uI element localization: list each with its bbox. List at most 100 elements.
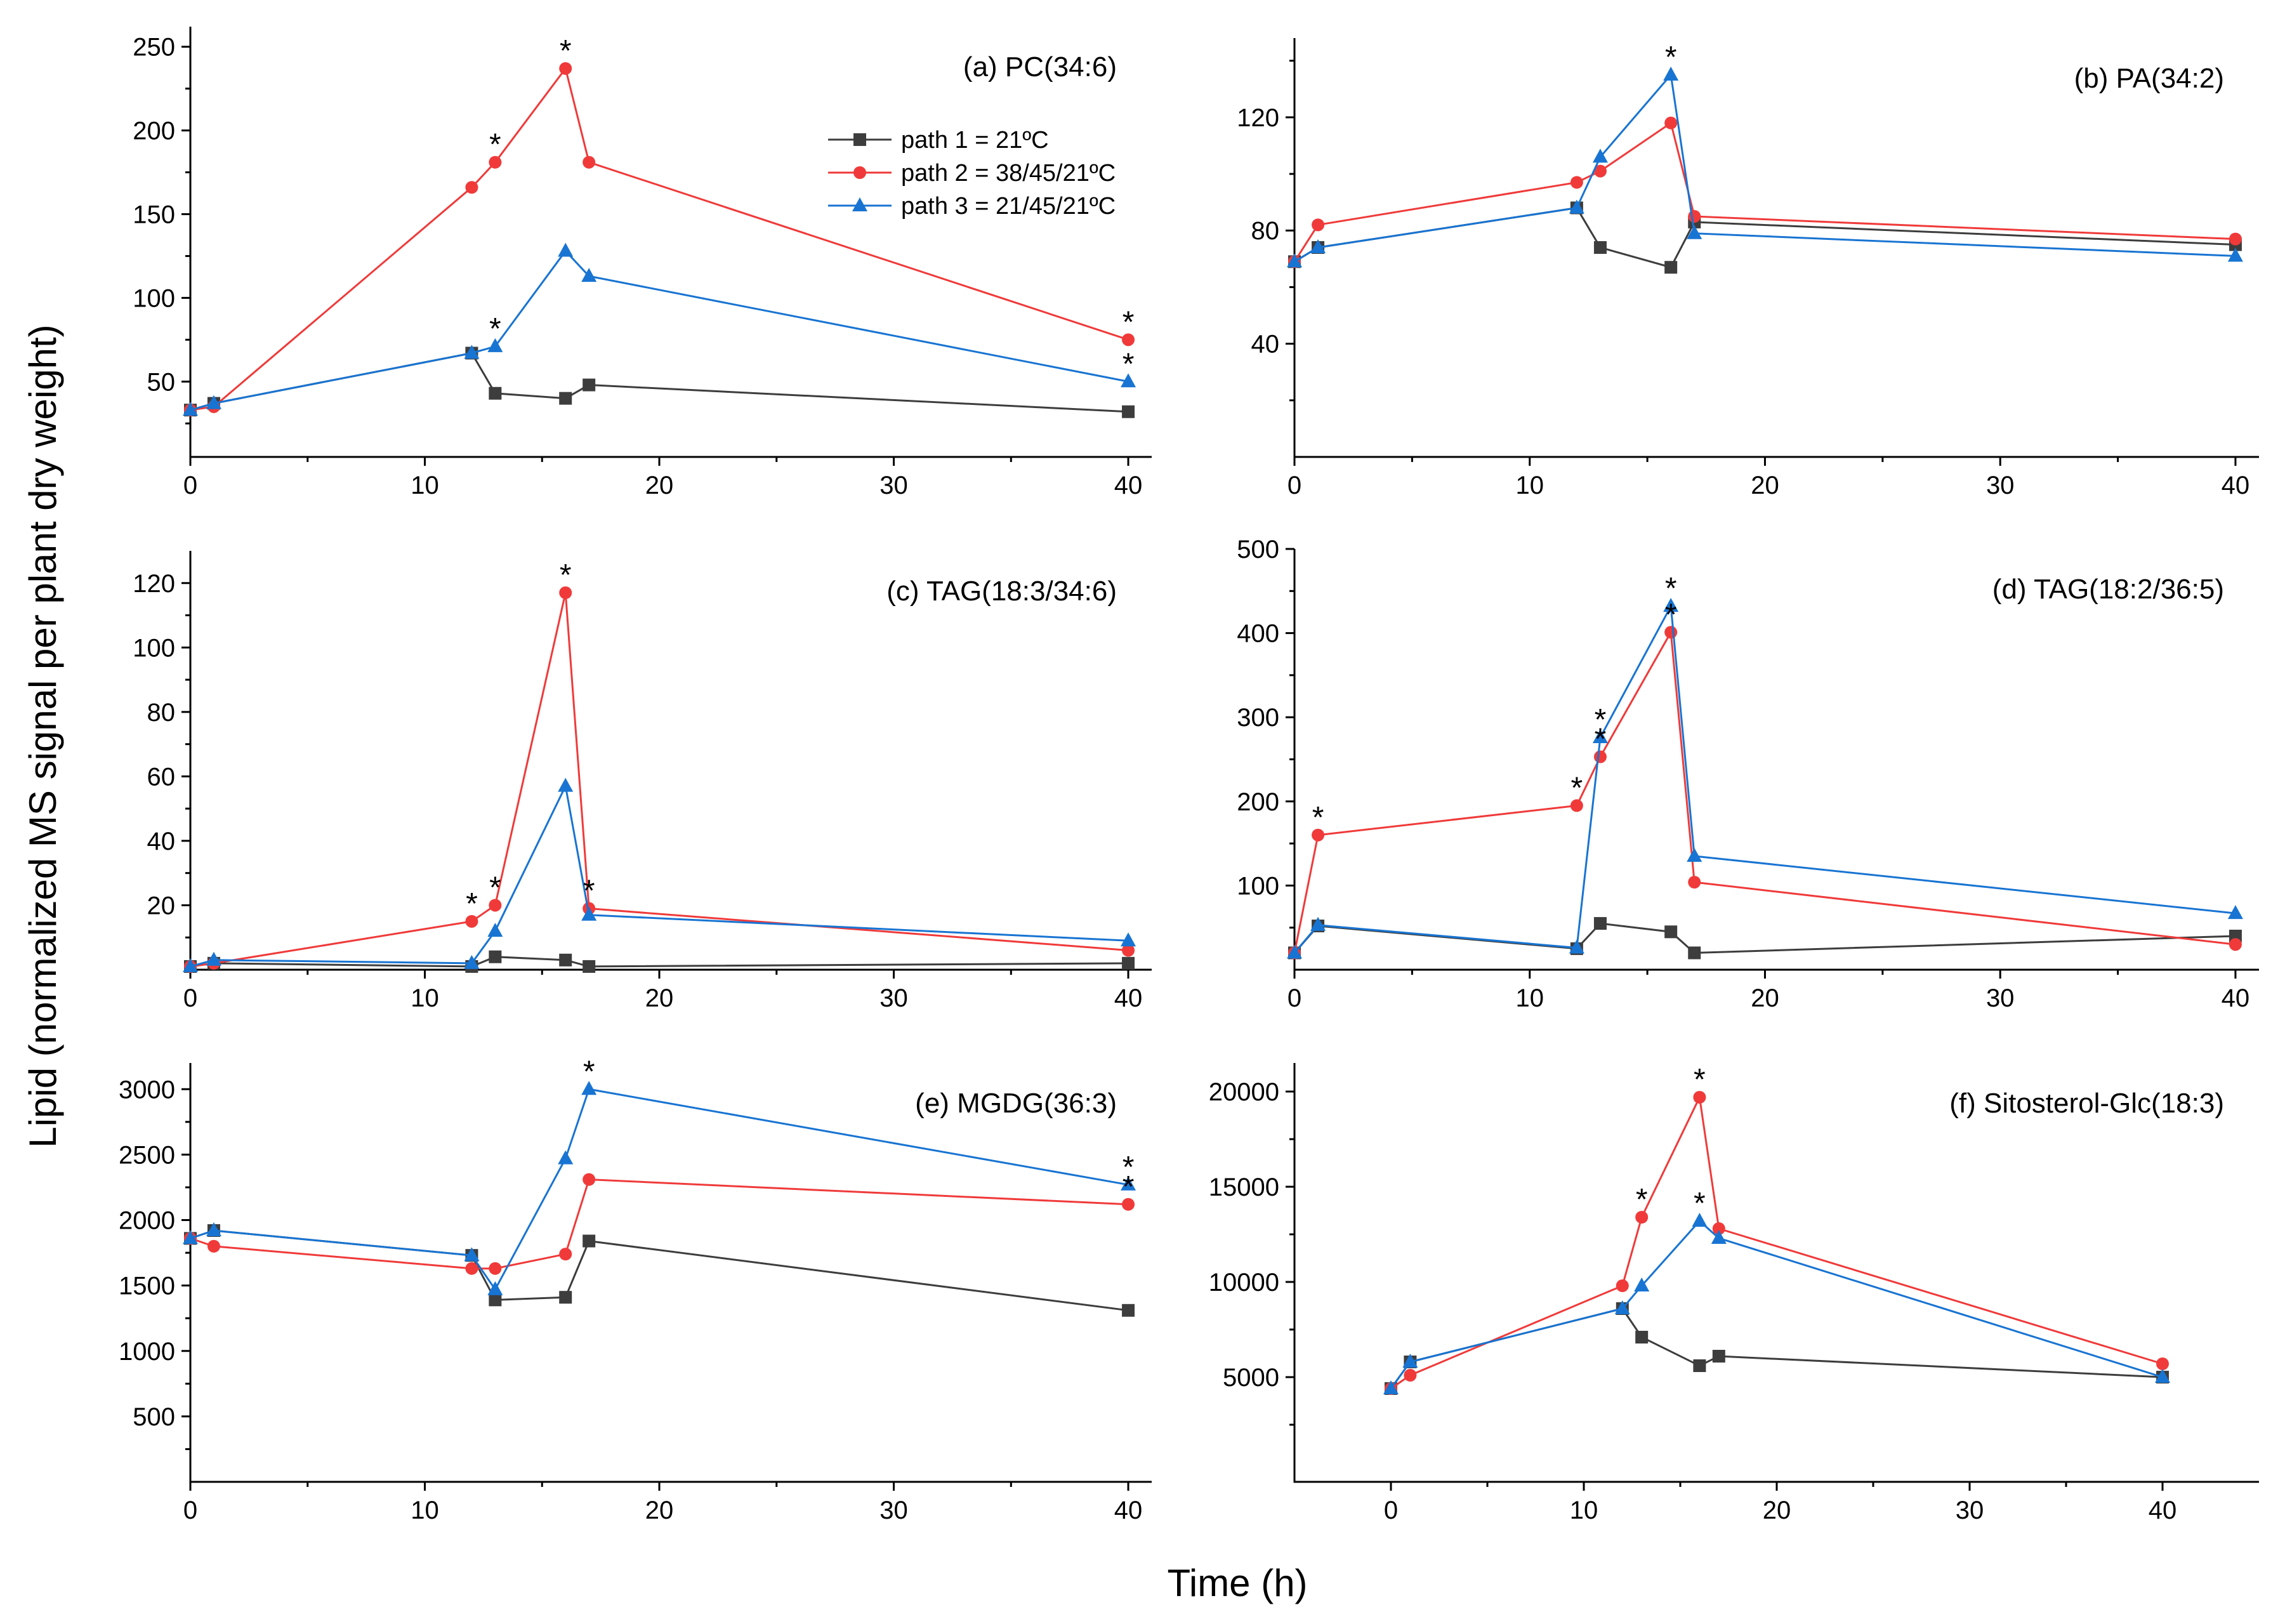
- panel-b: 0 10 20 30 40 40 80 120 (b) PA(34:2) *: [1237, 38, 2259, 499]
- legend-entry-path-1: path 1 = 21ºC: [828, 127, 1049, 154]
- x-tick-label: 40: [2149, 1496, 2177, 1524]
- axes-b: [1293, 38, 2259, 458]
- data-point-path-2: [1570, 799, 1583, 812]
- y-tick-label: 40: [147, 828, 176, 855]
- data-point-path-1: [583, 960, 596, 973]
- data-point-path-1: [559, 953, 572, 967]
- y-tick-label: 80: [147, 699, 176, 727]
- x-tick-label: 20: [645, 472, 674, 499]
- series-path-3: [1287, 66, 2243, 268]
- data-point-path-3: [1402, 1354, 1418, 1368]
- data-point-path-3: [581, 1081, 597, 1095]
- data-point-path-2: [489, 899, 502, 912]
- data-point-path-3: [1687, 225, 1702, 239]
- data-point-path-3: [487, 338, 503, 352]
- data-point-path-1: [489, 950, 502, 963]
- x-tick-label: 30: [1986, 472, 2015, 499]
- data-point-path-1: [1122, 1304, 1135, 1317]
- significance-star: *: [1123, 305, 1135, 339]
- panel-title-e: (e) MGDG(36:3): [915, 1088, 1117, 1119]
- series-path-1: [1288, 917, 2242, 960]
- data-point-path-3: [2227, 248, 2243, 262]
- panel-title-f: (f) Sitosterol-Glc(18:3): [1949, 1088, 2224, 1119]
- significance-star: *: [1571, 771, 1583, 805]
- data-point-path-3: [1383, 1380, 1399, 1394]
- y-tick-label: 5000: [1223, 1364, 1279, 1392]
- data-point-path-2: [2229, 232, 2242, 246]
- y-tick-label: 3000: [119, 1076, 175, 1104]
- series-path-3: [183, 242, 1136, 416]
- significance-star: *: [1312, 801, 1324, 835]
- data-point-path-3: [1711, 1230, 1727, 1244]
- data-point-path-3: [1592, 729, 1608, 744]
- x-tick-label: 10: [1515, 472, 1544, 499]
- axes-e: [189, 1063, 1152, 1483]
- significance-star: *: [466, 887, 478, 921]
- series-path-3: [183, 777, 1136, 972]
- data-point-path-3: [1310, 916, 1326, 931]
- series-line-path-1: [190, 352, 1129, 413]
- series-line-path-2: [1293, 629, 2236, 953]
- x-tick-label: 30: [879, 472, 908, 499]
- significance-star: *: [489, 128, 501, 162]
- x-tick-label: 0: [1384, 1496, 1398, 1524]
- series-path-2: [184, 1173, 1135, 1275]
- significance-star: *: [1123, 1151, 1135, 1184]
- y-tick-label: 1000: [119, 1338, 175, 1366]
- data-point-path-3: [1121, 932, 1136, 947]
- data-point-path-3: [1121, 373, 1136, 388]
- series-line-path-2: [1293, 121, 2236, 263]
- significance-star: *: [583, 875, 595, 908]
- data-point-path-1: [1593, 917, 1607, 930]
- panel-title-d: (d) TAG(18:2/36:5): [1992, 574, 2224, 605]
- significance-star: *: [1694, 1187, 1706, 1220]
- data-point-path-3: [558, 242, 574, 257]
- x-axis-label: Time (h): [1167, 1562, 1307, 1604]
- data-point-path-2: [559, 62, 572, 75]
- data-point-path-1: [583, 1234, 596, 1248]
- y-tick-label: 15000: [1209, 1173, 1279, 1201]
- data-point-path-1: [489, 1293, 502, 1307]
- series-line-path-1: [1294, 206, 2236, 268]
- data-point-path-1: [1688, 946, 1701, 960]
- series-path-1: [184, 347, 1135, 418]
- series-path-2: [1288, 116, 2242, 268]
- series-line-path-3: [190, 1088, 1129, 1291]
- data-point-path-1: [1122, 956, 1135, 970]
- y-tick-label: 40: [1251, 331, 1280, 359]
- series-line-path-2: [190, 66, 1129, 411]
- data-point-path-1: [559, 1291, 572, 1304]
- series-line-path-2: [1390, 1093, 2163, 1390]
- x-tick-label: 10: [411, 1496, 439, 1524]
- data-point-path-3: [183, 402, 198, 416]
- significance-star: *: [583, 1055, 595, 1088]
- data-point-path-3: [464, 345, 480, 359]
- data-point-path-2: [559, 1248, 572, 1261]
- data-point-path-3: [558, 1150, 574, 1165]
- y-tick-label: 20000: [1209, 1078, 1279, 1106]
- x-tick-label: 20: [1751, 984, 1779, 1012]
- y-tick-label: 120: [133, 570, 175, 598]
- data-point-path-2: [1570, 176, 1583, 189]
- y-tick-label: 300: [1237, 704, 1279, 732]
- data-point-path-3: [1692, 1213, 1708, 1227]
- data-point-path-3: [1287, 944, 1302, 959]
- data-point-path-2: [207, 1239, 220, 1253]
- y-tick-label: 80: [1251, 217, 1280, 245]
- y-tick-label: 100: [133, 634, 175, 662]
- legend-label: path 2 = 38/45/21ºC: [901, 160, 1116, 187]
- data-point-path-2: [1404, 1369, 1417, 1382]
- data-point-path-2: [2156, 1357, 2169, 1370]
- x-tick-label: 10: [411, 472, 439, 499]
- x-tick-label: 0: [183, 472, 197, 499]
- axes-a: [189, 27, 1152, 458]
- y-tick-label: 2000: [119, 1207, 175, 1235]
- data-point-path-2: [1616, 1279, 1629, 1292]
- panel-d: 0 10 20 30 40 100 200 300 400 500 (d) TAG(18:2/36:…: [1237, 536, 2259, 1012]
- y-tick-label: 500: [1237, 536, 1279, 564]
- x-tick-label: 0: [1287, 472, 1301, 499]
- legend: path 1 = 21ºC path 2 = 38/45/21ºC path 3 =…: [828, 127, 1116, 220]
- x-tick-label: 20: [645, 984, 674, 1012]
- significance-star: *: [489, 312, 501, 346]
- significance-star: *: [1595, 723, 1607, 756]
